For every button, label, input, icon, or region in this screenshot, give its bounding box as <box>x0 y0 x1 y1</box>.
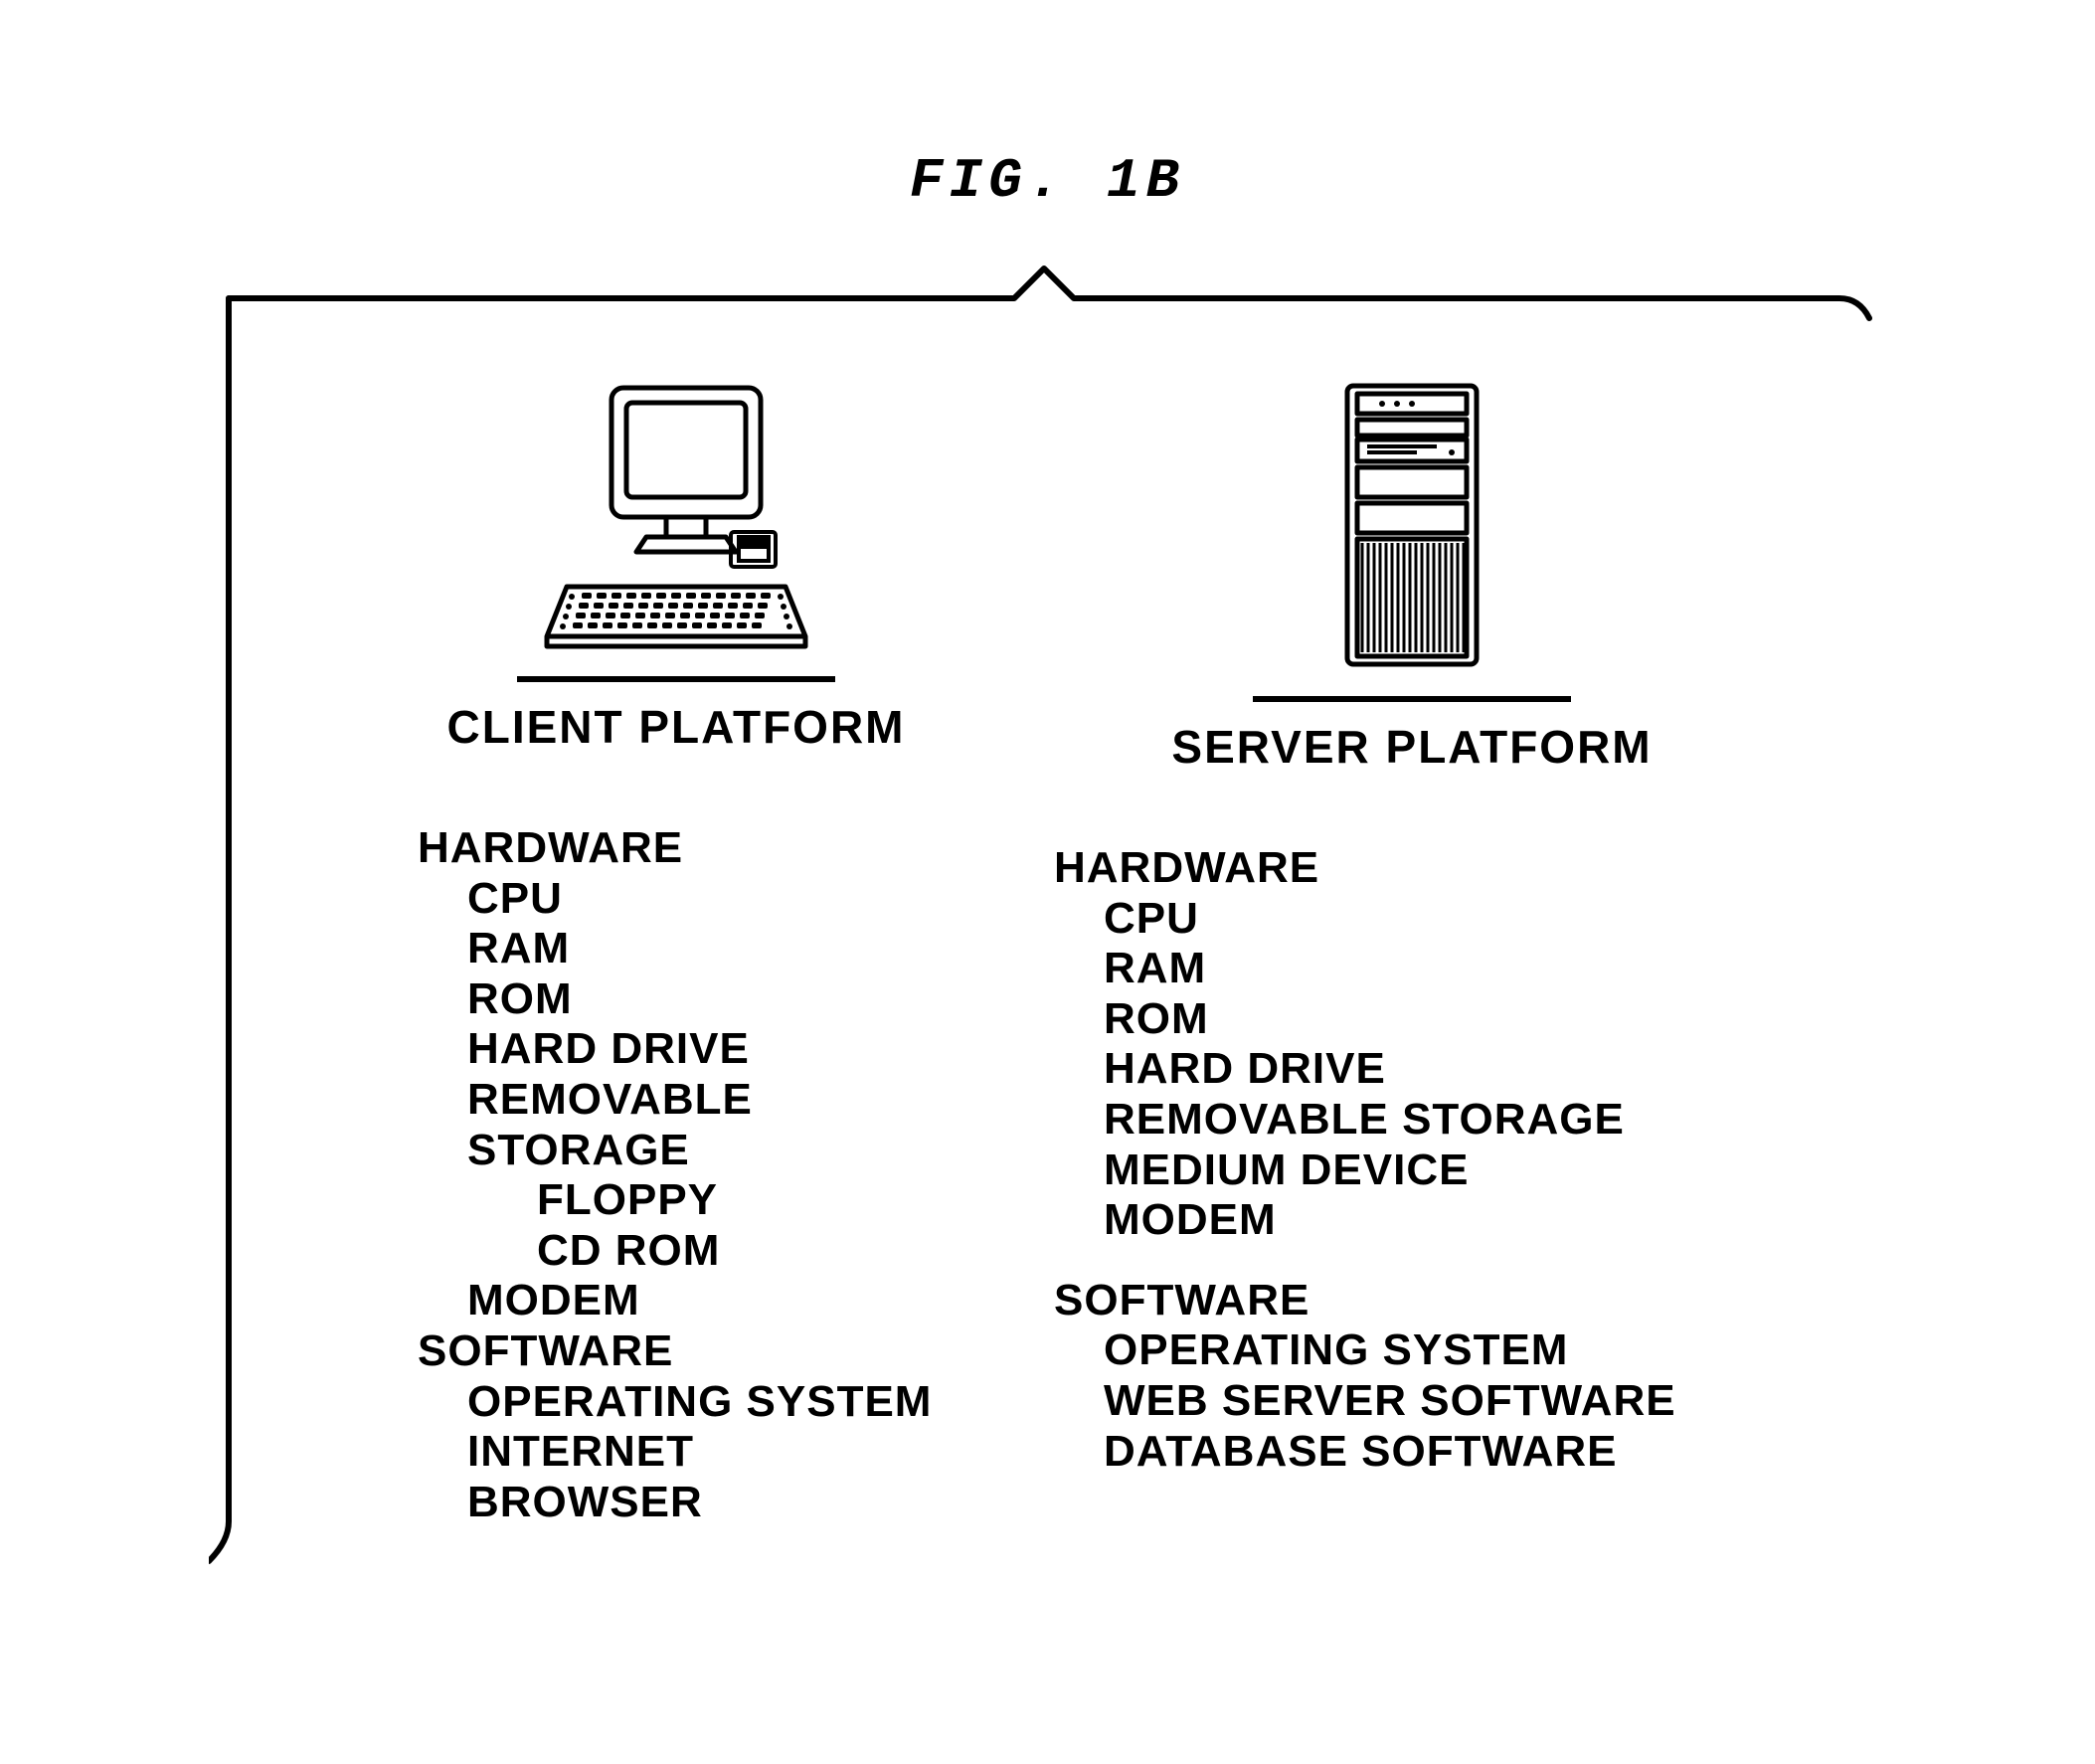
client-column: CLIENT PLATFORM HARDWARE CPU RAM ROM HAR… <box>418 378 935 1527</box>
client-removable-storage: REMOVABLE STORAGE <box>467 1075 935 1175</box>
figure-title: FIG. 1B <box>910 149 1185 213</box>
client-hardware-heading: HARDWARE <box>418 823 935 874</box>
client-hard-drive: HARD DRIVE <box>467 1024 935 1075</box>
server-modem: MODEM <box>1104 1195 1770 1246</box>
client-software-heading: SOFTWARE <box>418 1326 935 1377</box>
server-underline <box>1253 696 1571 702</box>
client-spec-list: HARDWARE CPU RAM ROM HARD DRIVE REMOVABL… <box>418 823 935 1527</box>
server-hardware-heading: HARDWARE <box>1054 843 1770 894</box>
server-software-heading: SOFTWARE <box>1054 1276 1770 1326</box>
server-tower-icon <box>1332 378 1491 676</box>
columns-container: CLIENT PLATFORM HARDWARE CPU RAM ROM HAR… <box>418 378 1909 1527</box>
client-os: OPERATING SYSTEM <box>467 1377 935 1428</box>
client-cpu: CPU <box>467 874 935 925</box>
server-hard-drive: HARD DRIVE <box>1104 1044 1770 1095</box>
desktop-computer-icon <box>537 378 815 656</box>
client-platform-label: CLIENT PLATFORM <box>418 700 935 754</box>
server-platform-label: SERVER PLATFORM <box>1054 720 1770 774</box>
client-browser: INTERNET BROWSER <box>467 1427 935 1527</box>
client-ram: RAM <box>467 924 935 974</box>
client-floppy: FLOPPY <box>537 1175 935 1226</box>
server-ram: RAM <box>1104 944 1770 994</box>
client-modem: MODEM <box>467 1276 935 1326</box>
server-removable-storage: REMOVABLE STORAGE MEDIUM DEVICE <box>1104 1095 1770 1195</box>
server-cpu: CPU <box>1104 894 1770 945</box>
client-rom: ROM <box>467 974 935 1025</box>
server-spec-list: HARDWARE CPU RAM ROM HARD DRIVE REMOVABL… <box>1054 843 1770 1477</box>
server-rom: ROM <box>1104 994 1770 1045</box>
server-os: OPERATING SYSTEM <box>1104 1325 1770 1376</box>
server-column: SERVER PLATFORM HARDWARE CPU RAM ROM HAR… <box>1054 378 1770 1527</box>
client-cdrom: CD ROM <box>537 1226 935 1277</box>
server-web-server: WEB SERVER SOFTWARE <box>1104 1376 1770 1427</box>
client-underline <box>517 676 835 682</box>
server-database: DATABASE SOFTWARE <box>1104 1427 1770 1478</box>
